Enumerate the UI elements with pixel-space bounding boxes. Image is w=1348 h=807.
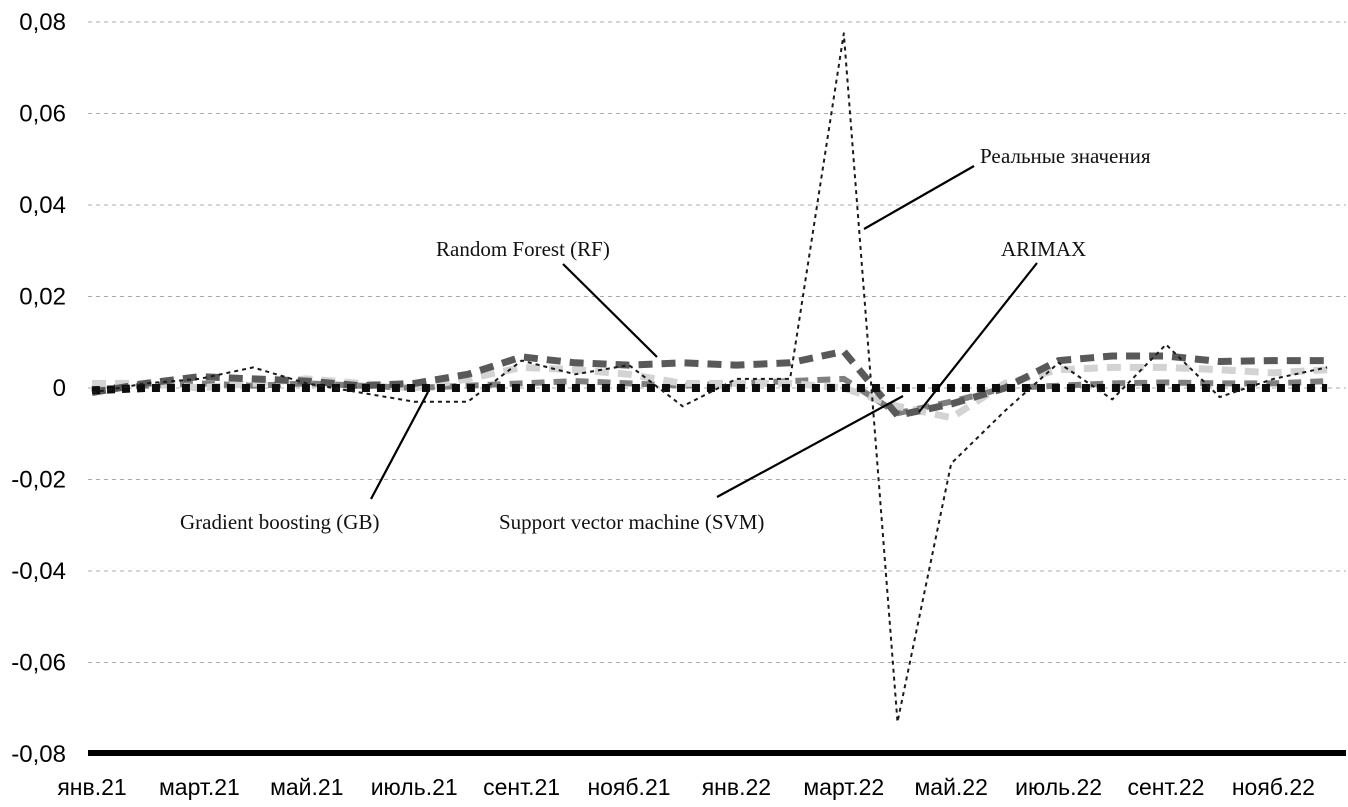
series-annotation-label: Реальные значения: [980, 144, 1151, 168]
y-tick-label: 0,08: [19, 9, 66, 36]
y-tick-label: 0: [53, 375, 66, 402]
x-tick-label: сент.21: [483, 774, 560, 800]
series-annotation-label: Gradient boosting (GB): [180, 510, 379, 534]
y-tick-label: -0,02: [11, 467, 66, 494]
x-tick-label: нояб.21: [587, 774, 670, 800]
y-tick-label: -0,08: [11, 741, 66, 768]
series-annotation-label: Support vector machine (SVM): [499, 510, 764, 534]
x-tick-label: сент.22: [1128, 774, 1205, 800]
series-annotation-label: Random Forest (RF): [436, 237, 610, 261]
x-tick-label: май.22: [914, 774, 987, 800]
x-tick-label: янв.21: [57, 774, 126, 800]
y-tick-label: 0,02: [19, 284, 66, 311]
y-tick-label: 0,06: [19, 101, 66, 128]
series-line-support-vector-machine-svm-: [92, 363, 1328, 422]
y-tick-label: 0,04: [19, 192, 66, 219]
x-tick-label: июль.21: [371, 774, 458, 800]
annotation-leader-line: [863, 165, 975, 230]
x-tick-label: нояб.22: [1232, 774, 1315, 800]
annotation-leader-line: [562, 263, 658, 358]
series-line-gradient-boosting-gb-: [91, 384, 1328, 395]
series-annotation-label: ARIMAX: [1001, 237, 1086, 261]
x-tick-label: янв.22: [702, 774, 771, 800]
x-tick-label: май.21: [270, 774, 343, 800]
x-tick-label: июль.22: [1015, 774, 1102, 800]
y-tick-label: -0,06: [11, 650, 66, 677]
annotation-leader-line: [370, 391, 429, 500]
annotation-leader-line: [716, 395, 904, 498]
series-line-реальные-значения: [91, 32, 1328, 723]
x-tick-label: март.21: [159, 774, 240, 800]
x-tick-label: март.22: [803, 774, 884, 800]
annotation-leader-line: [918, 262, 1038, 413]
y-tick-label: -0,04: [11, 558, 66, 585]
